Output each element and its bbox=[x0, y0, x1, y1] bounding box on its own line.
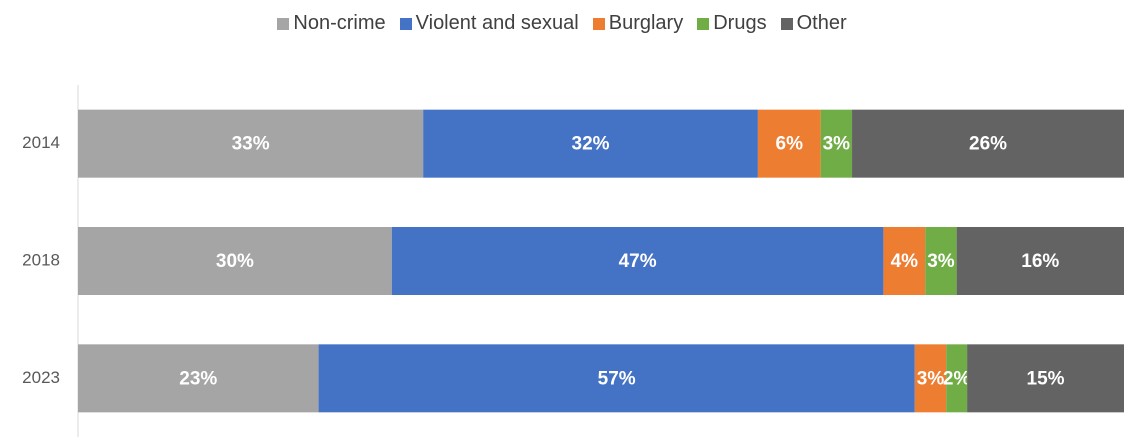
bar-segment bbox=[757, 109, 821, 178]
bar-segment bbox=[956, 227, 1124, 295]
legend-item: Drugs bbox=[697, 12, 767, 35]
legend-swatch bbox=[780, 17, 793, 30]
data-label: 23% bbox=[179, 368, 217, 389]
bar-segment bbox=[318, 344, 915, 413]
data-label: 4% bbox=[891, 251, 919, 272]
data-label: 57% bbox=[598, 368, 636, 389]
data-label: 16% bbox=[1021, 251, 1059, 272]
bar-segment bbox=[820, 109, 853, 178]
data-label: 3% bbox=[927, 251, 955, 272]
legend-label: Violent and sexual bbox=[415, 12, 579, 34]
legend-label: Other bbox=[796, 12, 847, 34]
legend: Non-crime Violent and sexual Burglary Drugs… bbox=[0, 12, 1124, 35]
data-label: 26% bbox=[969, 134, 1007, 155]
data-label: 3% bbox=[917, 368, 945, 389]
data-label: 33% bbox=[232, 134, 270, 155]
data-label: 30% bbox=[216, 251, 254, 272]
data-label: 2% bbox=[943, 368, 971, 389]
bar-segment bbox=[946, 344, 968, 413]
data-label: 6% bbox=[776, 134, 804, 155]
legend-item: Violent and sexual bbox=[399, 12, 579, 35]
legend-item: Non-crime bbox=[277, 12, 386, 35]
bar-segment bbox=[925, 227, 957, 295]
y-tick-label: 2014 bbox=[22, 133, 60, 152]
legend-label: Burglary bbox=[608, 12, 684, 34]
legend-swatch bbox=[592, 17, 605, 30]
bar-segment bbox=[78, 344, 319, 413]
data-label: 47% bbox=[619, 251, 657, 272]
bar-segment bbox=[914, 344, 947, 413]
legend-item: Other bbox=[780, 12, 847, 35]
legend-swatch bbox=[697, 17, 710, 30]
data-label: 32% bbox=[572, 134, 610, 155]
legend-swatch bbox=[399, 17, 412, 30]
legend-label: Non-crime bbox=[293, 12, 386, 34]
bar-segment bbox=[78, 227, 392, 295]
bar-segment bbox=[883, 227, 926, 295]
bar-segment bbox=[852, 109, 1124, 178]
data-label: 15% bbox=[1027, 368, 1065, 389]
legend-swatch bbox=[277, 17, 290, 30]
y-tick-label: 2018 bbox=[22, 250, 60, 269]
bar-segment bbox=[967, 344, 1124, 413]
bar-segment bbox=[423, 109, 758, 178]
bar-segment bbox=[391, 227, 884, 295]
legend-item: Burglary bbox=[592, 12, 684, 35]
bar-segment bbox=[78, 109, 424, 178]
y-tick-label: 2023 bbox=[22, 368, 60, 387]
legend-label: Drugs bbox=[713, 12, 767, 34]
data-label: 3% bbox=[823, 134, 851, 155]
